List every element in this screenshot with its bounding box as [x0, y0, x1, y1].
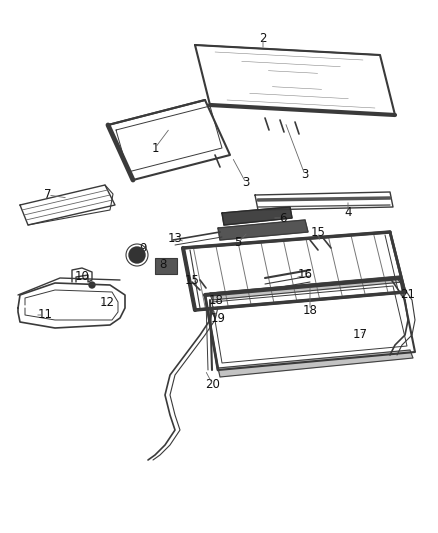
Text: 18: 18 [303, 303, 318, 317]
Polygon shape [210, 276, 403, 300]
Text: 4: 4 [344, 206, 352, 220]
Text: 15: 15 [184, 273, 199, 287]
Text: 8: 8 [159, 259, 167, 271]
Text: 5: 5 [234, 237, 242, 249]
Text: 7: 7 [44, 189, 52, 201]
Text: 6: 6 [279, 212, 287, 224]
Polygon shape [222, 207, 292, 225]
Polygon shape [218, 220, 308, 240]
Polygon shape [218, 350, 413, 377]
Text: 19: 19 [211, 311, 226, 325]
Text: 16: 16 [297, 269, 312, 281]
Text: 10: 10 [74, 271, 89, 284]
Text: 17: 17 [353, 328, 367, 342]
Text: 2: 2 [259, 31, 267, 44]
Text: 12: 12 [99, 295, 114, 309]
Text: 1: 1 [151, 141, 159, 155]
Bar [155, 258, 177, 274]
Text: 3: 3 [242, 176, 250, 190]
Circle shape [89, 282, 95, 288]
Text: 21: 21 [400, 288, 416, 302]
Text: 13: 13 [168, 231, 183, 245]
Text: 20: 20 [205, 378, 220, 392]
Text: 9: 9 [139, 243, 147, 255]
Text: 11: 11 [38, 309, 53, 321]
Text: 3: 3 [301, 168, 309, 182]
Text: 18: 18 [208, 294, 223, 306]
Circle shape [129, 247, 145, 263]
Text: 15: 15 [311, 227, 325, 239]
